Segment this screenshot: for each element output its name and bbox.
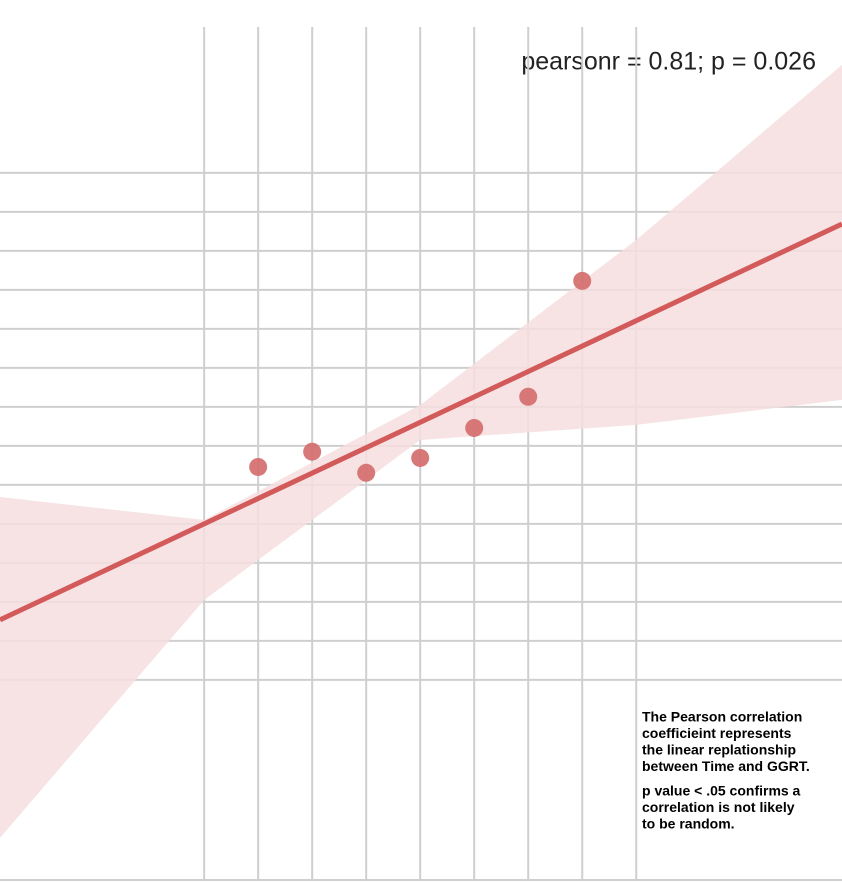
annotation: coefficieint represents: [642, 725, 792, 741]
point: [519, 387, 538, 406]
regression-line: [0, 221, 842, 623]
confidence-band: [0, 64, 842, 838]
point: [573, 271, 592, 290]
annotation: between Time and GGRT.: [642, 758, 810, 774]
annotation: The Pearson correlation: [642, 709, 802, 725]
point: [249, 457, 268, 476]
annotation: the linear replationship: [642, 742, 796, 758]
annotation: to be random.: [642, 816, 735, 832]
point: [465, 418, 484, 437]
annotation: p value < .05 confirms a: [642, 783, 801, 799]
point: [411, 448, 430, 467]
point: [303, 442, 322, 461]
point: [357, 463, 376, 482]
chart-title: pearsonr = 0.81; p = 0.026: [521, 48, 816, 76]
annotation: correlation is not likely: [642, 799, 795, 815]
